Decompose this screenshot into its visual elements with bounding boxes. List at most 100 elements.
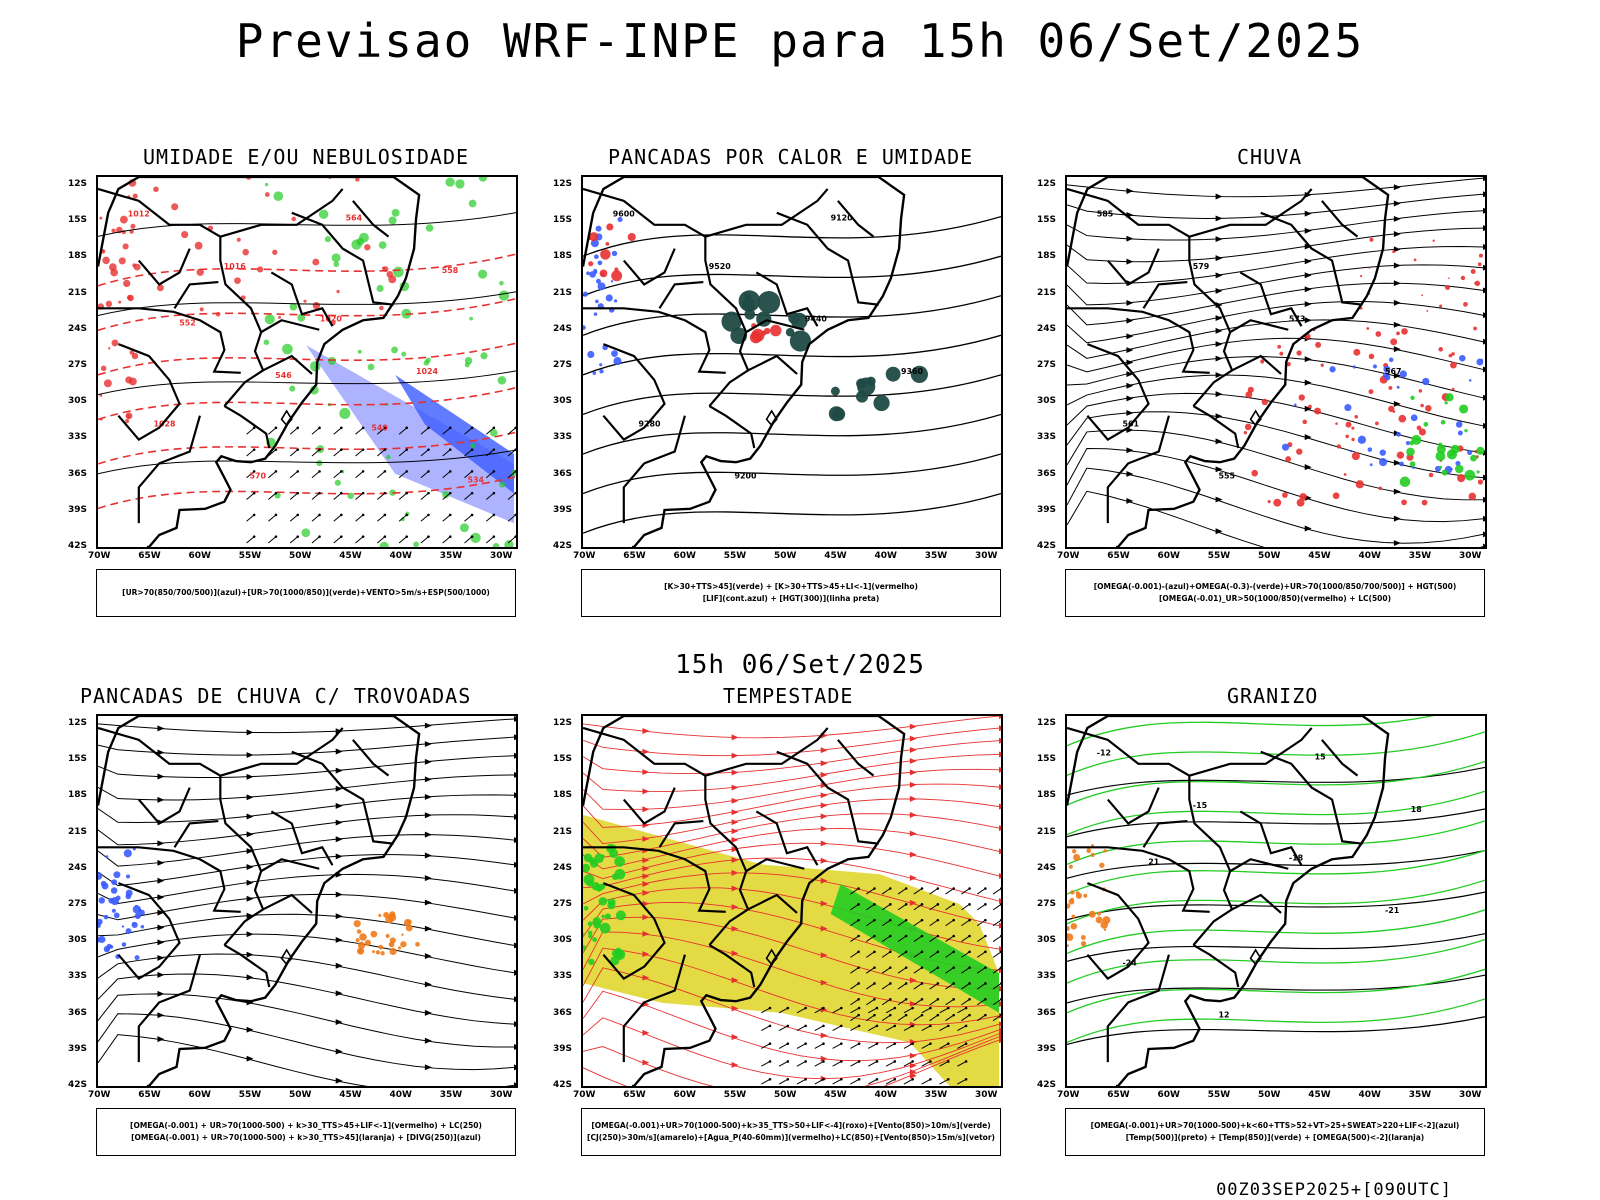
longitude-tick-label: 50W [289, 1090, 312, 1100]
flow-arrow [731, 977, 739, 984]
wind-vector [398, 449, 408, 457]
flow-arrow [424, 852, 432, 859]
wind-vector [850, 1043, 860, 1049]
field-patch [316, 460, 323, 467]
contour-label: 1012 [128, 210, 150, 219]
contour-line [583, 215, 1001, 257]
flow-arrow [999, 737, 1001, 744]
field-patch [1245, 391, 1253, 399]
flow-arrow [731, 809, 739, 816]
field-patch [1281, 443, 1290, 451]
forecast-time-label: 15h 06/Set/2025 [675, 650, 925, 680]
field-patch [595, 278, 601, 284]
field-patch [617, 216, 623, 223]
field-patch [111, 228, 116, 233]
field-patch [1352, 365, 1356, 369]
field-patch [400, 517, 405, 522]
wind-vector-head [873, 934, 876, 938]
field-patch [128, 377, 137, 386]
longitude-axis: 70W 65W 60W 55W 50W 45W 40W 35W 30W [573, 549, 1003, 563]
flow-arrow [1215, 193, 1223, 200]
wind-vector-head [768, 1077, 772, 1081]
wind-vector-head [857, 982, 860, 985]
field-patch [1460, 275, 1466, 281]
field-patch [614, 299, 618, 303]
field-patch [751, 328, 765, 342]
contour-line [583, 255, 1001, 297]
wind-vector-head [984, 918, 987, 922]
jet-stream-area [583, 814, 1000, 1086]
longitude-tick-label: 65W [138, 551, 161, 561]
longitude-tick-label: 35W [1408, 1090, 1432, 1100]
longitude-axis: 70W 65W 60W 55W 50W 45W 40W 35W 30W [88, 1088, 518, 1102]
wind-vector [355, 514, 364, 522]
state-border [1142, 819, 1188, 848]
wind-vector [929, 888, 939, 895]
field-patch [1379, 449, 1386, 456]
wind-vector [976, 951, 986, 958]
lagoon [765, 948, 778, 966]
field-patch [1384, 374, 1391, 381]
flow-arrow [335, 819, 343, 826]
flow-arrow [335, 853, 343, 860]
panel-legend: [OMEGA(-0.001) + UR>70(1000-500) + k>30_… [96, 1108, 516, 1156]
wind-vector-head [968, 887, 971, 890]
field-patch [587, 921, 593, 927]
state-border [1260, 211, 1363, 306]
field-patch [272, 249, 278, 255]
field-patch [100, 365, 107, 372]
wind-vector-head [383, 535, 387, 538]
flow-arrow [1393, 459, 1401, 466]
field-patch [1332, 492, 1340, 500]
flow-arrow [909, 735, 917, 742]
field-patch [132, 905, 141, 914]
field-patch [607, 898, 616, 907]
field-patch [1299, 493, 1307, 501]
field-patch [1080, 935, 1086, 940]
longitude-tick-label: 50W [774, 551, 797, 561]
field-patch [309, 361, 321, 372]
flow-arrow [1483, 422, 1485, 429]
state-border [117, 882, 181, 980]
field-patch [113, 871, 121, 879]
wind-vector [897, 888, 907, 895]
flow-arrow [514, 861, 516, 868]
field-patch [1335, 422, 1338, 425]
wind-vector [957, 1061, 967, 1067]
wind-vector [832, 1007, 842, 1014]
wind-vector-head [786, 1006, 790, 1010]
flow-arrow [1304, 379, 1312, 386]
field-patch [367, 363, 375, 371]
state-border [260, 858, 320, 873]
field-patch [388, 216, 397, 225]
wind-vector [897, 903, 907, 911]
contour-label: 9280 [638, 419, 661, 428]
streamline [98, 794, 515, 823]
coastline [98, 177, 421, 547]
field-patch [336, 289, 340, 294]
wind-vector-head [952, 934, 955, 938]
flow-arrow [642, 930, 650, 937]
wind-vector [881, 983, 891, 990]
field-patch [615, 910, 626, 921]
flow-arrow [1393, 246, 1401, 253]
longitude-tick-label: 55W [1207, 1090, 1231, 1100]
wind-vector [398, 470, 408, 479]
streamline [98, 854, 515, 887]
streamline [1067, 193, 1484, 219]
wind-vector [929, 903, 939, 911]
field-patch [1388, 357, 1394, 363]
wind-vector [921, 1061, 931, 1067]
flow-arrow [157, 971, 165, 978]
wind-vector-head [857, 934, 860, 938]
flow-arrow [642, 889, 650, 896]
wind-vector [311, 492, 320, 500]
wind-vector [976, 919, 986, 927]
field-patch [385, 933, 390, 938]
state-border [220, 727, 344, 777]
field-patch [1476, 358, 1484, 366]
wind-vector [485, 536, 495, 544]
state-border [776, 750, 879, 845]
wind-vector-head [340, 426, 343, 430]
flow-arrow [1483, 338, 1485, 345]
